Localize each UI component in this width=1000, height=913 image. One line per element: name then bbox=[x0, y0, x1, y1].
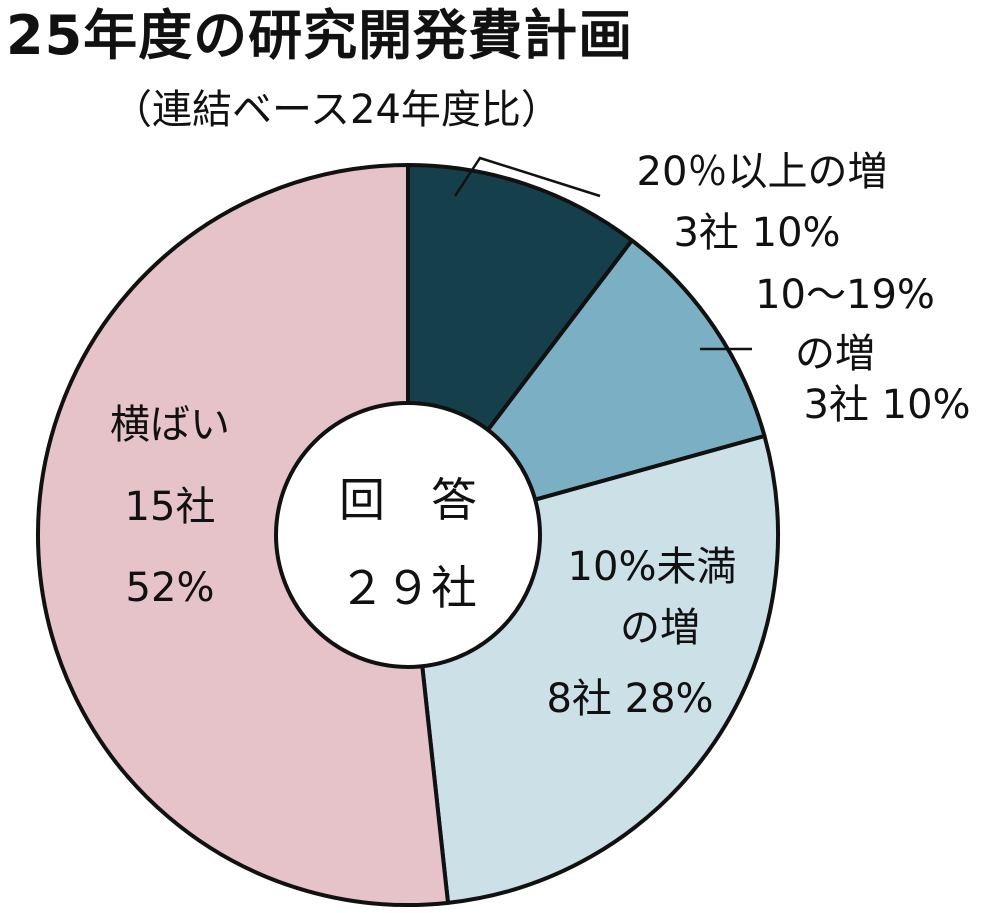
slice-label-3-line-2: の増 bbox=[620, 605, 700, 651]
center-label-line2: ２９社 bbox=[339, 561, 477, 615]
center-label-line1: 回 答 bbox=[339, 473, 477, 527]
slice-label-2-line-3: 3社 10% bbox=[803, 382, 970, 428]
slice-label-1-line-2: 3社 10% bbox=[673, 210, 840, 256]
slice-label-3-line-3: 8社 28% bbox=[546, 676, 713, 722]
center-hole bbox=[274, 401, 542, 669]
slice-label-4-line-1: 横ばい bbox=[110, 402, 230, 448]
slices-layer bbox=[36, 163, 780, 907]
slice-label-3-line-1: 10%未満 bbox=[568, 544, 737, 590]
leader-line-1 bbox=[453, 156, 601, 198]
chart-title: 25年度の研究開発費計画 bbox=[6, 4, 634, 67]
slice-label-2-line-2: の増 bbox=[795, 331, 875, 377]
slice-label-4-line-3: 52% bbox=[126, 565, 215, 611]
slice-label-1-line-1: 20％以上の増 bbox=[637, 149, 888, 195]
leader-lines bbox=[453, 156, 752, 351]
slice-label-2-line-1: 10〜19% bbox=[755, 272, 935, 318]
chart-subtitle: （連結ベース24年度比） bbox=[112, 87, 561, 133]
slice-label-4-line-2: 15社 bbox=[125, 484, 216, 530]
pie-slice-4 bbox=[36, 163, 450, 907]
